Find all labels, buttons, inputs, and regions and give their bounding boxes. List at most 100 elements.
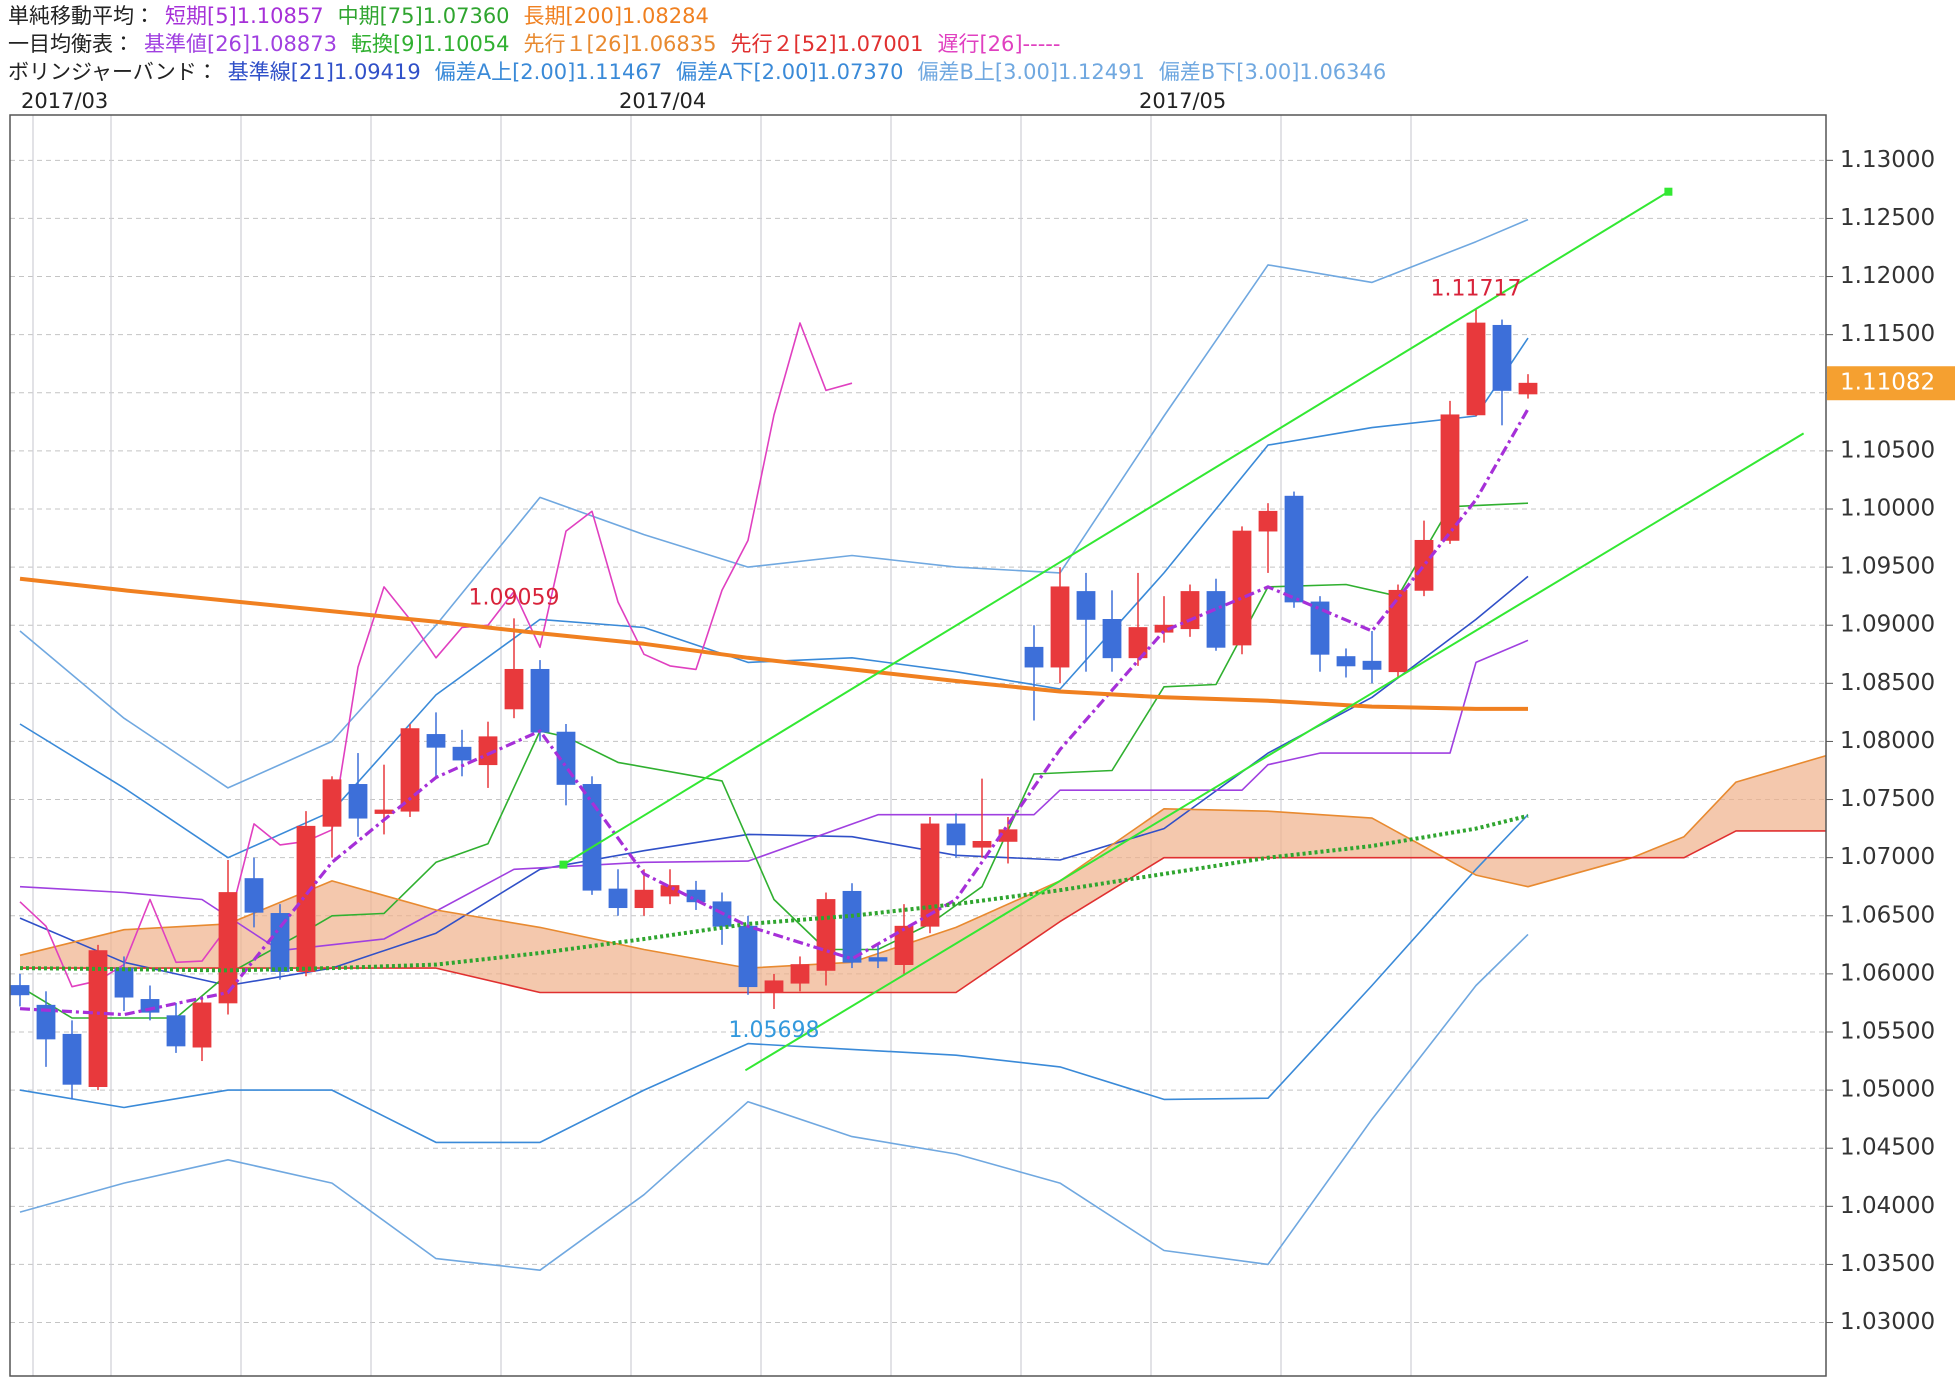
candle-body: [686, 889, 706, 903]
candle-body: [634, 889, 654, 909]
y-tick-label: 1.07500: [1840, 786, 1935, 812]
legend-group-title: 一目均衡表：: [8, 32, 134, 56]
candle-body: [738, 925, 758, 988]
legend-entry: 中期[75]1.07360: [337, 4, 510, 28]
legend-entry: 長期[200]1.08284: [523, 4, 709, 28]
candle-body: [660, 885, 680, 897]
overlay-layer: 1.03000 1.03500 1.04000 1.04500 1.05000 1.055…: [21, 89, 1955, 1335]
candle-body: [114, 967, 134, 998]
candle-body: [426, 734, 446, 748]
plot-border: [9, 114, 1827, 1377]
candle-body: [582, 784, 602, 891]
indicator-line: [19, 814, 1529, 1144]
legend-row: 一目均衡表： 基準値[26]1.08873 転換[9]1.10054 先行１[26]1…: [8, 30, 1400, 58]
candle-body: [608, 888, 628, 909]
candle-body: [1518, 382, 1538, 395]
indicator-line: [19, 576, 1528, 711]
legend-group-title: 単純移動平均：: [8, 4, 155, 28]
legend-entry: 偏差B下[3.00]1.06346: [1158, 60, 1387, 84]
candle-body: [868, 957, 888, 962]
legend-entry: 偏差A下[2.00]1.07370: [676, 60, 904, 84]
ichimoku-cloud: [20, 755, 1826, 993]
legend-entry: 短期[5]1.10857: [165, 4, 324, 28]
legend-row: 単純移動平均： 短期[5]1.10857 中期[75]1.07360 長期[200]1…: [8, 2, 1400, 30]
candle-body: [10, 985, 30, 996]
y-tick-label: 1.07000: [1840, 844, 1935, 870]
candle-body: [218, 892, 238, 1004]
legend-entry: 偏差A上[2.00]1.11467: [434, 60, 663, 84]
candle-body: [296, 825, 316, 972]
y-tick-label: 1.09000: [1840, 612, 1935, 638]
y-tick-label: 1.11500: [1840, 321, 1935, 347]
candle-body: [1492, 324, 1512, 391]
trend-line: [744, 432, 1805, 1072]
candle-body: [374, 809, 394, 814]
candle-body: [1102, 619, 1122, 659]
candle-body: [348, 784, 368, 819]
legend-entry: 転換[9]1.10054: [350, 32, 510, 56]
indicator-line: [19, 408, 1530, 1017]
x-tick-label: 2017/03: [21, 89, 108, 113]
candle-body: [920, 823, 940, 927]
candle-body: [1310, 601, 1330, 655]
candle-body: [1206, 591, 1226, 648]
legend-entry: 基準線[21]1.09419: [227, 60, 421, 84]
candle-body: [1180, 591, 1200, 630]
candle-body: [400, 728, 420, 812]
indicator-line: [19, 337, 1529, 859]
candle-body: [1388, 589, 1408, 673]
price-annotation: 1.09059: [469, 585, 560, 610]
candle-body: [1076, 591, 1096, 620]
candle-body: [1232, 530, 1252, 646]
legend-group-title: ボリンジャーバンド：: [8, 60, 218, 84]
candle-body: [530, 668, 550, 733]
legend-entry: 先行１[26]1.06835: [523, 32, 717, 56]
legend-entry: 先行２[52]1.07001: [730, 32, 924, 56]
candle-body: [842, 890, 862, 963]
candle-body: [452, 746, 472, 761]
candle-body: [1050, 586, 1070, 668]
candle-body: [1258, 510, 1278, 532]
candle-body: [1440, 414, 1460, 541]
y-tick-label: 1.05000: [1840, 1077, 1935, 1103]
legend-entry: 偏差B上[3.00]1.12491: [917, 60, 1145, 84]
candle-body: [946, 823, 966, 846]
trend-line: [562, 190, 1669, 866]
last-price-box: [1827, 366, 1955, 401]
legend-entry: 遅行[26]-----: [937, 32, 1061, 56]
y-tick-label: 1.05500: [1840, 1018, 1935, 1044]
y-tick-label: 1.04000: [1840, 1193, 1935, 1219]
y-tick-label: 1.08500: [1840, 670, 1935, 696]
indicator-line: [19, 322, 853, 988]
candle-body: [1284, 495, 1304, 603]
plot-layer: [10, 187, 1826, 1271]
candle-body: [62, 1033, 82, 1085]
y-tick-label: 1.09500: [1840, 554, 1935, 580]
indicator-line: [19, 639, 1529, 952]
y-tick-label: 1.10000: [1840, 495, 1935, 521]
y-tick-label: 1.06000: [1840, 960, 1935, 986]
indicator-line: [19, 813, 1529, 973]
candle-body: [192, 1002, 212, 1048]
y-tick-label: 1.13000: [1840, 147, 1935, 173]
candle-body: [790, 964, 810, 984]
candle-body: [244, 878, 264, 913]
candle-body: [894, 925, 914, 965]
trend-handle: [1664, 187, 1673, 196]
candle-body: [972, 840, 992, 848]
legend-entry: 基準値[26]1.08873: [144, 32, 337, 56]
candle-body: [1128, 627, 1148, 659]
indicator-line: [19, 218, 1529, 789]
indicator-line: [19, 933, 1529, 1271]
y-tick-label: 1.03500: [1840, 1251, 1935, 1277]
candle-body: [504, 668, 524, 710]
price-annotation: 1.05698: [729, 1018, 820, 1043]
plot-background: [10, 115, 1826, 1376]
trend-handle: [559, 860, 568, 869]
candle-body: [322, 779, 342, 827]
indicator-legend: 単純移動平均： 短期[5]1.10857 中期[75]1.07360 長期[200]1…: [8, 2, 1400, 86]
y-tick-label: 1.12000: [1840, 263, 1935, 289]
candle-body: [1414, 539, 1434, 591]
